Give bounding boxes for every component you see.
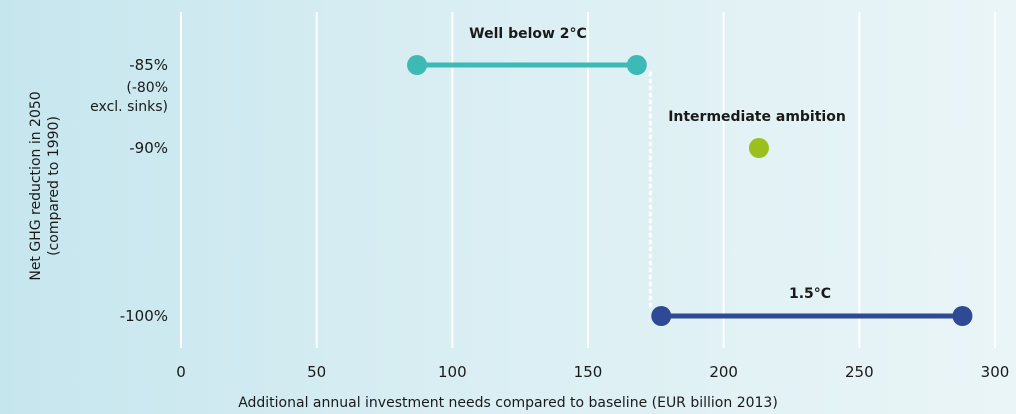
data-point	[407, 55, 428, 75]
series-label: Intermediate ambition	[668, 109, 846, 125]
y-tick-label: -85%	[129, 56, 168, 74]
data-point	[952, 306, 973, 326]
data-point	[626, 55, 647, 75]
x-tick-label: 0	[176, 363, 186, 381]
y-axis-title-line: (compared to 1990)	[46, 116, 62, 256]
x-tick-label: 300	[981, 363, 1010, 381]
x-tick-label: 50	[307, 363, 326, 381]
series-label: 1.5°C	[789, 286, 831, 302]
x-tick-label: 150	[574, 363, 603, 381]
y-tick-label: -90%	[129, 139, 168, 157]
y-axis-title-line: Net GHG reduction in 2050	[28, 91, 44, 280]
y-note-label: (-80%	[126, 80, 168, 96]
series-label: Well below 2°C	[469, 26, 587, 42]
x-axis-title: Additional annual investment needs compa…	[238, 395, 778, 411]
data-point	[651, 306, 672, 326]
x-tick-label: 100	[438, 363, 467, 381]
y-tick-label: -100%	[120, 307, 168, 325]
x-tick-label: 250	[845, 363, 874, 381]
x-tick-label: 200	[709, 363, 738, 381]
y-note-label: excl. sinks)	[90, 99, 168, 115]
data-point	[748, 138, 769, 158]
